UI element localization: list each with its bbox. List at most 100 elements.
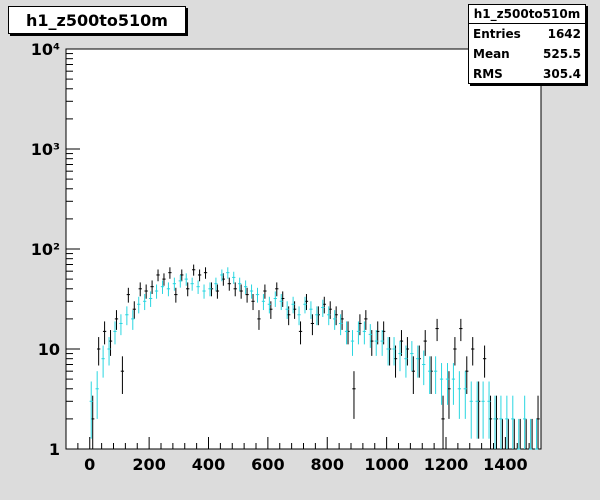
- data-point: [137, 296, 141, 314]
- data-point: [499, 395, 503, 449]
- stats-value: 1642: [547, 27, 581, 41]
- data-point: [197, 269, 202, 282]
- data-point: [482, 345, 487, 378]
- data-point: [97, 337, 101, 366]
- stats-title: h1_z500to510m: [469, 5, 585, 24]
- data-point: [144, 284, 148, 299]
- data-point: [350, 330, 355, 356]
- data-point: [338, 314, 343, 336]
- data-point: [374, 330, 378, 356]
- data-point: [493, 395, 497, 449]
- data-point: [441, 395, 445, 449]
- data-point: [233, 282, 237, 297]
- data-point: [380, 330, 384, 356]
- data-point: [453, 337, 457, 366]
- x-tick-label: 0: [84, 455, 95, 474]
- data-point: [132, 301, 136, 319]
- data-point: [433, 356, 438, 394]
- data-point: [315, 306, 319, 326]
- data-point: [416, 345, 420, 378]
- data-point: [279, 294, 283, 311]
- data-point: [119, 314, 123, 336]
- data-point: [184, 273, 188, 286]
- plot-frame: [65, 48, 542, 450]
- data-point: [475, 381, 479, 439]
- data-point: [239, 284, 243, 299]
- data-point: [445, 363, 450, 405]
- data-point: [263, 284, 267, 299]
- stats-row-rms: RMS 305.4: [469, 64, 585, 84]
- data-point: [285, 301, 289, 319]
- data-point: [423, 330, 427, 356]
- data-point: [162, 273, 166, 286]
- data-point: [534, 418, 539, 450]
- data-point: [150, 280, 154, 294]
- data-point: [523, 395, 527, 449]
- data-point: [333, 310, 337, 330]
- data-point: [267, 296, 271, 314]
- data-point: [172, 277, 176, 291]
- data-point: [220, 269, 224, 282]
- data-point: [114, 310, 119, 330]
- data-point: [469, 381, 473, 439]
- data-point: [192, 264, 196, 276]
- data-point: [392, 337, 396, 366]
- data-point: [275, 282, 279, 297]
- y-tick-label: 10²: [31, 240, 60, 259]
- data-point: [404, 345, 408, 378]
- data-point: [215, 284, 220, 299]
- data-point: [327, 306, 331, 326]
- data-point: [243, 280, 248, 294]
- y-tick-label: 10³: [31, 140, 60, 159]
- data-point: [131, 310, 135, 330]
- data-point: [245, 287, 249, 303]
- stats-row-mean: Mean 525.5: [469, 44, 585, 64]
- data-point: [297, 306, 301, 326]
- data-point: [321, 299, 325, 317]
- data-point: [463, 371, 467, 419]
- data-point: [451, 363, 456, 405]
- data-point: [203, 267, 208, 279]
- data-point: [422, 350, 426, 386]
- data-point: [174, 287, 178, 303]
- data-point: [428, 356, 432, 394]
- data-point: [107, 337, 111, 366]
- data-point: [435, 318, 439, 342]
- data-point: [517, 418, 521, 450]
- data-point: [457, 371, 461, 419]
- x-tick-label: 200: [132, 455, 165, 474]
- data-point: [208, 282, 212, 297]
- data-point: [168, 267, 172, 279]
- data-point: [511, 395, 515, 449]
- data-point: [439, 363, 444, 405]
- data-point: [214, 277, 218, 291]
- data-point: [309, 301, 313, 319]
- stats-label: Mean: [473, 47, 510, 61]
- y-tick-label: 1: [49, 440, 60, 459]
- data-point: [126, 287, 130, 303]
- data-point: [344, 321, 349, 345]
- data-point: [310, 314, 315, 336]
- data-point: [154, 284, 159, 299]
- data-point: [261, 294, 266, 311]
- data-point: [298, 321, 303, 345]
- stats-label: RMS: [473, 67, 503, 81]
- data-point: [257, 310, 261, 330]
- data-point: [362, 321, 366, 345]
- data-point: [143, 294, 147, 311]
- data-point: [156, 269, 160, 282]
- data-point: [160, 280, 165, 294]
- stats-row-entries: Entries 1642: [469, 24, 585, 44]
- data-point: [190, 277, 194, 291]
- data-point: [95, 371, 99, 419]
- data-point: [232, 271, 236, 284]
- data-point: [471, 337, 475, 366]
- data-point: [178, 275, 182, 288]
- data-point: [251, 294, 255, 311]
- x-tick-label: 600: [251, 455, 284, 474]
- data-point: [505, 395, 509, 449]
- data-point: [303, 296, 307, 314]
- data-point: [138, 282, 142, 297]
- data-point: [102, 321, 107, 345]
- data-point: [180, 269, 184, 282]
